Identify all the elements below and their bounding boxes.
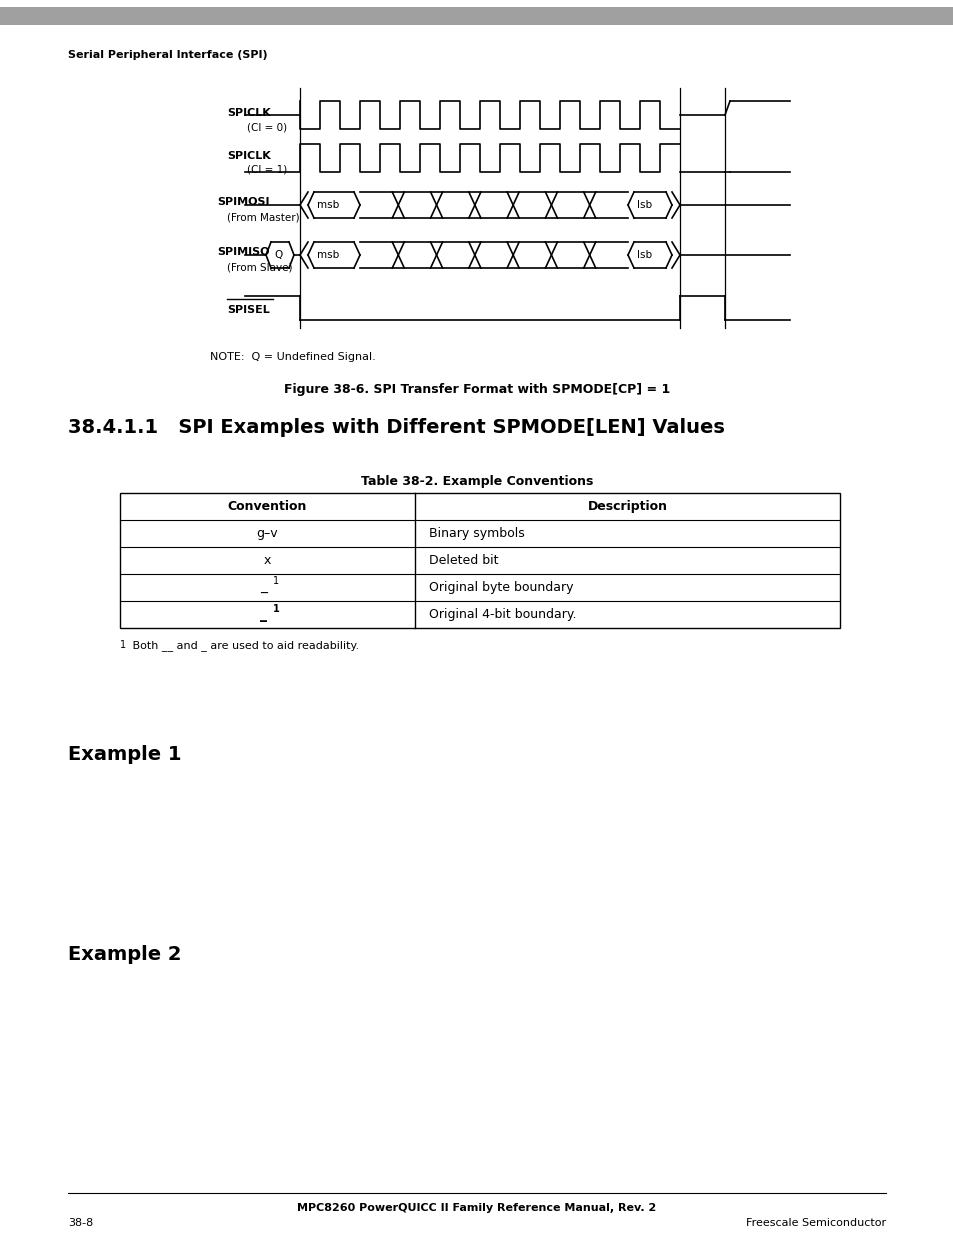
Text: lsb: lsb xyxy=(637,200,652,210)
Text: msb: msb xyxy=(316,200,339,210)
Bar xyxy=(120,493,840,629)
Text: Original byte boundary: Original byte boundary xyxy=(429,580,573,594)
Text: Figure 38-6. SPI Transfer Format with SPMODE[CP] = 1: Figure 38-6. SPI Transfer Format with SP… xyxy=(284,383,669,396)
Text: _: _ xyxy=(260,580,267,594)
Text: Q: Q xyxy=(274,249,282,261)
Text: 38-8: 38-8 xyxy=(68,1218,93,1228)
Text: _: _ xyxy=(260,608,267,621)
Text: Freescale Semiconductor: Freescale Semiconductor xyxy=(745,1218,885,1228)
Bar xyxy=(0,7,953,25)
Text: 1: 1 xyxy=(273,604,279,614)
Text: (From Master): (From Master) xyxy=(227,212,299,222)
Text: g–v: g–v xyxy=(256,527,278,540)
Text: (From Slave): (From Slave) xyxy=(227,262,293,272)
Text: Table 38-2. Example Conventions: Table 38-2. Example Conventions xyxy=(360,475,593,488)
Text: SPIMISO: SPIMISO xyxy=(216,247,269,257)
Text: Binary symbols: Binary symbols xyxy=(429,527,524,540)
Text: SPIMOSI: SPIMOSI xyxy=(216,198,269,207)
Text: msb: msb xyxy=(316,249,339,261)
Text: lsb: lsb xyxy=(637,249,652,261)
Text: (CI = 0): (CI = 0) xyxy=(247,122,287,132)
Text: Description: Description xyxy=(587,500,667,513)
Text: x: x xyxy=(264,555,271,567)
Text: SPICLK: SPICLK xyxy=(227,151,271,161)
Text: Example 2: Example 2 xyxy=(68,945,181,965)
Text: (CI = 1): (CI = 1) xyxy=(247,165,287,175)
Text: Deleted bit: Deleted bit xyxy=(429,555,498,567)
Text: Example 1: Example 1 xyxy=(68,745,181,764)
Text: Convention: Convention xyxy=(228,500,307,513)
Text: Serial Peripheral Interface (SPI): Serial Peripheral Interface (SPI) xyxy=(68,49,268,61)
Text: SPICLK: SPICLK xyxy=(227,107,271,119)
Text: Both __ and _ are used to aid readability.: Both __ and _ are used to aid readabilit… xyxy=(129,640,358,651)
Text: 1: 1 xyxy=(120,640,126,650)
Text: SPISEL: SPISEL xyxy=(227,305,270,315)
Text: 38.4.1.1   SPI Examples with Different SPMODE[LEN] Values: 38.4.1.1 SPI Examples with Different SPM… xyxy=(68,417,724,437)
Text: 1: 1 xyxy=(273,577,278,587)
Text: MPC8260 PowerQUICC II Family Reference Manual, Rev. 2: MPC8260 PowerQUICC II Family Reference M… xyxy=(297,1203,656,1213)
Text: Original 4-bit boundary.: Original 4-bit boundary. xyxy=(429,608,576,621)
Text: NOTE:  Q = Undefined Signal.: NOTE: Q = Undefined Signal. xyxy=(210,352,375,362)
